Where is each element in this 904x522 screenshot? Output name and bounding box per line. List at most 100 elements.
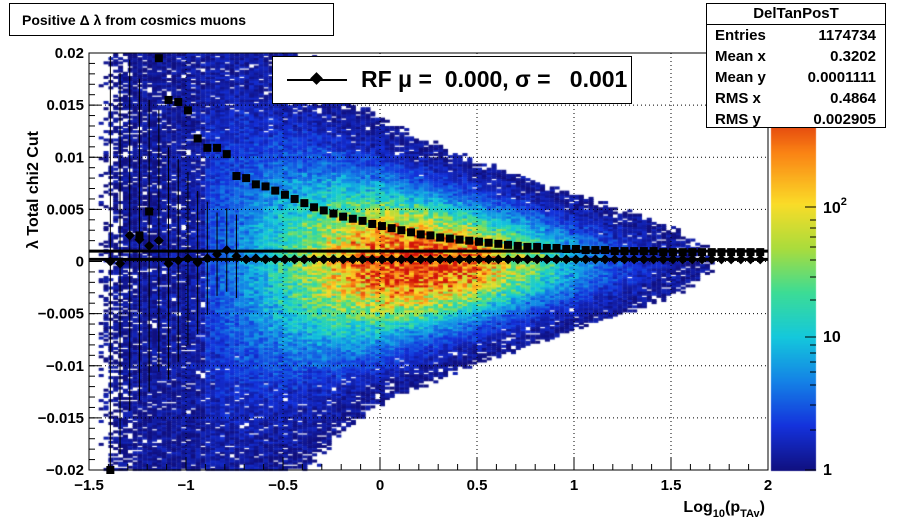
stats-value: 0.3202 — [830, 48, 876, 65]
rms-point — [154, 54, 163, 63]
mean-point — [755, 254, 766, 265]
rms-point — [659, 248, 668, 257]
mean-point — [551, 254, 562, 265]
rms-point — [164, 95, 173, 104]
mean-point — [299, 254, 310, 265]
rms-point — [513, 241, 522, 250]
stats-label: Entries — [715, 27, 766, 44]
mean-point — [561, 254, 572, 265]
mean-point — [600, 254, 611, 265]
rms-point — [494, 239, 503, 248]
stats-value: 0.0001111 — [807, 69, 876, 86]
mean-point — [173, 255, 184, 266]
plot-title: Positive Δ λ from cosmics muons — [9, 3, 334, 36]
rms-point — [106, 466, 115, 474]
mean-point — [115, 258, 126, 269]
legend-diamond-marker — [310, 72, 323, 85]
x-tick-label: 0.5 — [467, 477, 488, 494]
stats-label: RMS x — [715, 90, 761, 107]
mean-point — [415, 254, 426, 265]
rms-point — [436, 233, 445, 242]
rms-point — [668, 248, 677, 257]
rms-point — [203, 143, 212, 152]
rms-point — [387, 224, 396, 233]
rms-point — [416, 230, 425, 239]
rms-point — [222, 150, 231, 159]
rms-point — [280, 190, 289, 199]
rms-point — [630, 247, 639, 256]
mean-point — [716, 254, 727, 265]
x-tick-label: 0 — [376, 477, 384, 494]
mean-point — [270, 254, 281, 265]
mean-point — [396, 254, 407, 265]
rms-point — [251, 180, 260, 189]
rms-point — [348, 214, 357, 223]
color-bar — [771, 100, 816, 470]
rms-point — [174, 97, 183, 106]
mean-point — [619, 254, 630, 265]
rms-point — [484, 238, 493, 247]
legend-box: RF μ = 0.000, σ = 0.001 — [272, 56, 632, 104]
mean-point — [444, 254, 455, 265]
mean-point — [483, 254, 494, 265]
stats-value: 1174734 — [818, 27, 876, 44]
rms-point — [145, 207, 154, 216]
mean-point — [697, 254, 708, 265]
mean-point — [745, 254, 756, 265]
mean-point — [241, 254, 252, 265]
mean-point — [638, 254, 649, 265]
mean-point — [541, 254, 552, 265]
rms-point — [339, 212, 348, 221]
mean-point — [580, 254, 591, 265]
rms-point — [562, 244, 571, 253]
mean-point — [328, 254, 339, 265]
mean-point — [318, 254, 329, 265]
rms-point — [319, 206, 328, 215]
y-tick-label: 0.01 — [55, 149, 84, 166]
stats-row-mean-x: Mean x 0.3202 — [707, 46, 885, 67]
mean-point — [570, 254, 581, 265]
mean-point — [260, 254, 271, 265]
rms-point — [601, 246, 610, 255]
rms-point — [571, 244, 580, 253]
stats-label: Mean y — [715, 69, 766, 86]
rms-point — [377, 222, 386, 231]
mean-point — [212, 249, 223, 260]
stats-row-mean-y: Mean y 0.0001111 — [707, 67, 885, 88]
stats-value: 0.002905 — [813, 111, 876, 128]
x-tick-label: 2 — [764, 477, 772, 494]
mean-point — [454, 254, 465, 265]
z-tick-label: 1 — [823, 462, 832, 479]
mean-point — [192, 257, 203, 268]
stats-label: RMS y — [715, 111, 761, 128]
rms-point — [290, 194, 299, 203]
rms-point — [455, 235, 464, 244]
mean-point — [357, 254, 368, 265]
rms-point — [678, 248, 687, 257]
y-tick-label: −0.01 — [46, 358, 84, 375]
rms-point — [310, 203, 319, 212]
rms-point — [649, 247, 658, 256]
y-tick-label: 0.005 — [46, 201, 84, 218]
mean-point — [658, 254, 669, 265]
mean-point — [667, 254, 678, 265]
mean-point — [124, 230, 135, 241]
rms-point — [736, 248, 745, 257]
mean-point — [134, 234, 145, 245]
rms-point — [533, 242, 542, 251]
legend-text: RF μ = 0.000, σ = 0.001 — [361, 66, 628, 92]
rms-point — [183, 106, 192, 115]
mean-point — [512, 254, 523, 265]
mean-point — [648, 254, 659, 265]
y-tick-label: 0 — [76, 254, 84, 271]
rms-point — [261, 182, 270, 191]
mean-point — [153, 235, 164, 246]
mean-point — [144, 240, 155, 251]
mean-point — [309, 254, 320, 265]
rms-point — [610, 247, 619, 256]
mean-point — [386, 254, 397, 265]
mean-point — [726, 254, 737, 265]
mean-point — [406, 254, 417, 265]
mean-point — [532, 254, 543, 265]
mean-point — [677, 254, 688, 265]
